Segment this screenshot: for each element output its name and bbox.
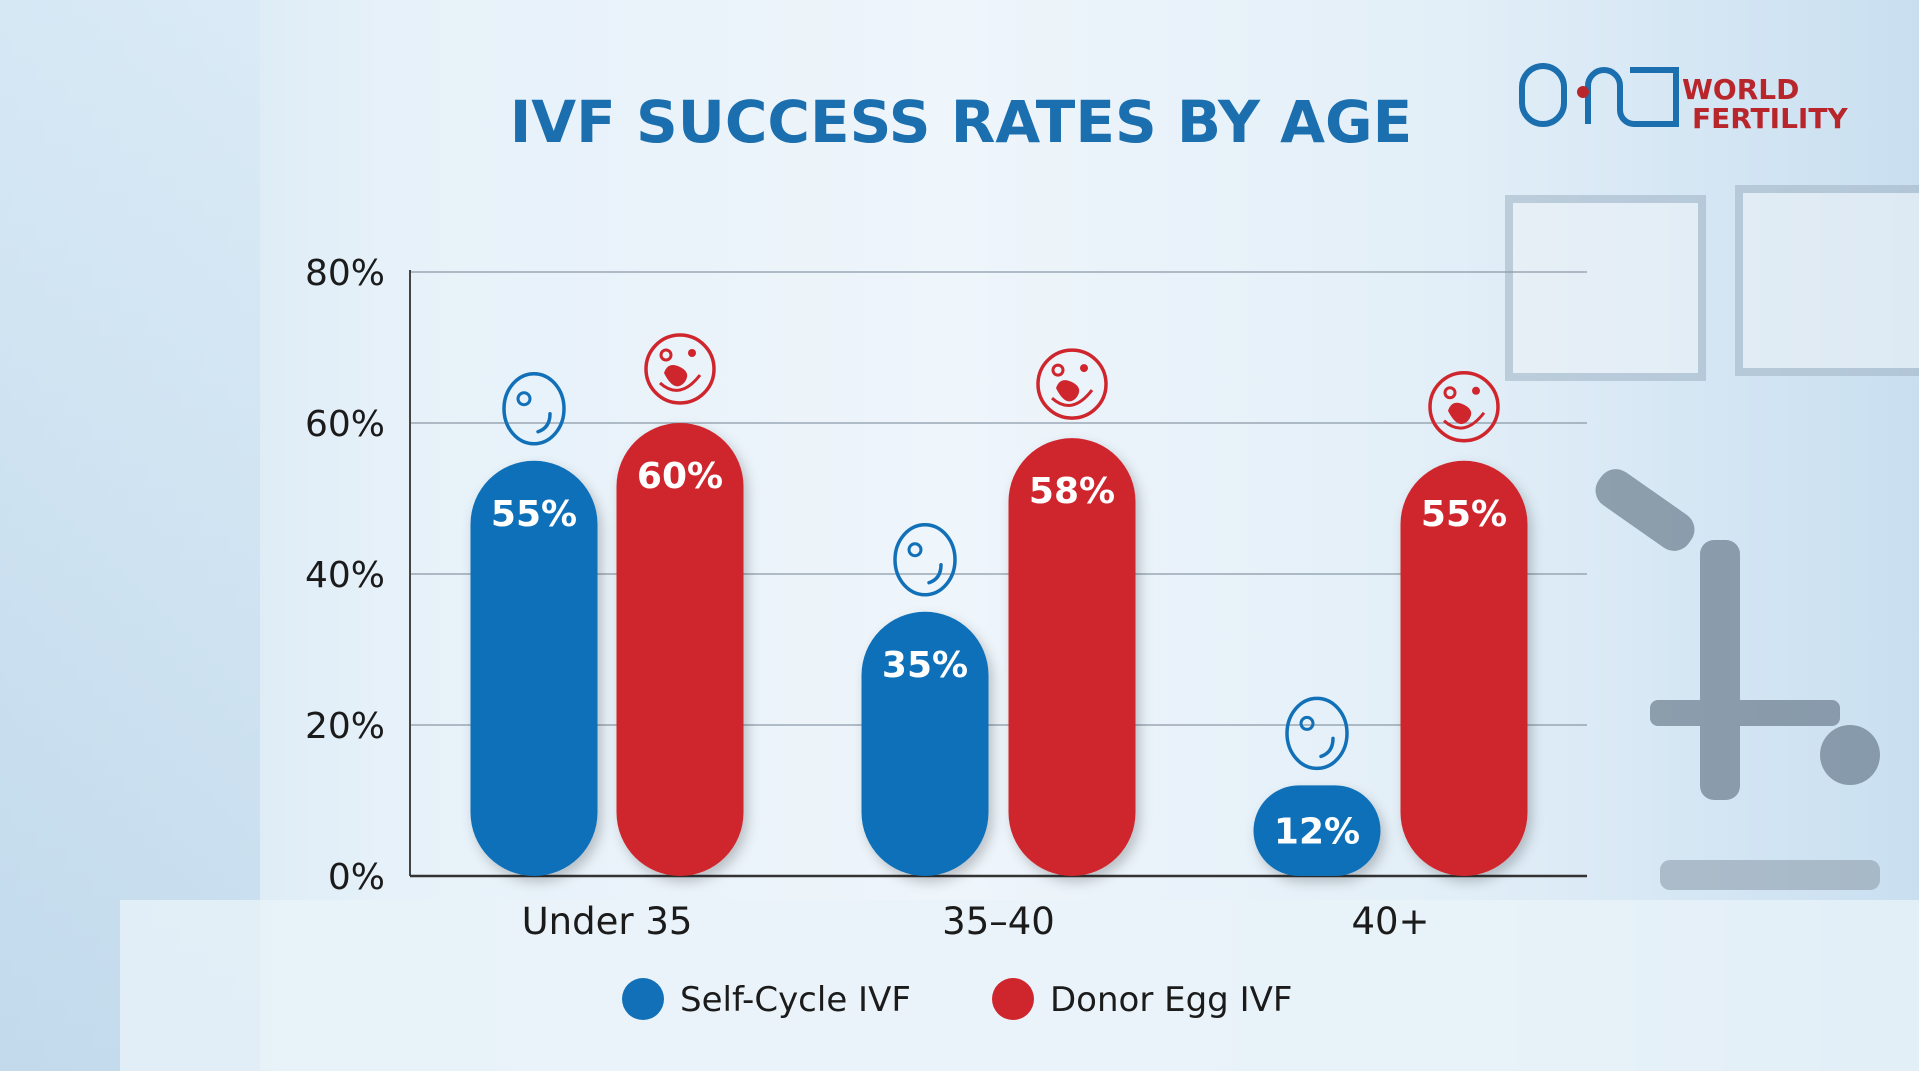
embryo-icon-body (1056, 380, 1080, 402)
embryo-icon-dot (1051, 363, 1065, 377)
bar-group: 55% (1400, 371, 1528, 876)
embryo-icon-dot (659, 348, 673, 362)
logo-text-fertility: FERTILITY (1692, 102, 1848, 135)
egg-icon (893, 523, 957, 597)
embryo-icon-outline (1036, 348, 1108, 420)
bar-donor-egg (1400, 460, 1528, 876)
y-tick-label: 60% (305, 404, 385, 445)
legend: Self-Cycle IVF Donor Egg IVF (622, 978, 1292, 1020)
embryo-icon-body (664, 365, 688, 387)
y-tick-label: 80% (305, 253, 385, 294)
x-tick-label: 35–40 (942, 900, 1055, 943)
logo: WORLD FERTILITY (1519, 63, 1848, 135)
legend-label: Donor Egg IVF (1050, 980, 1292, 1020)
y-tick-label: 40% (305, 555, 385, 596)
embryo-icon (1036, 348, 1108, 420)
egg-icon-outline (502, 372, 566, 446)
embryo-icon (644, 333, 716, 405)
bar-group: 35% (861, 523, 989, 876)
egg-icon-curve (927, 563, 943, 585)
y-tick-label: 0% (328, 857, 385, 898)
x-tick-label: 40+ (1351, 900, 1429, 943)
bars: 55% 35% 12% 60% 58% 55% (470, 333, 1528, 876)
embryo-icon-curve (1442, 411, 1486, 430)
chart-title: IVF SUCCESS RATES BY AGE (510, 88, 1413, 156)
embryo-icon-sperm (1472, 386, 1480, 395)
embryo-icon-curve (1050, 389, 1094, 407)
egg-icon-curve (1319, 736, 1335, 759)
bar-group: 12% (1253, 696, 1381, 876)
egg-icon (502, 372, 566, 446)
legend-item: Donor Egg IVF (992, 978, 1292, 1020)
embryo-icon-outline (1428, 371, 1500, 443)
embryo-icon-sperm (1080, 364, 1088, 373)
egg-icon-nucleus (907, 542, 923, 558)
data-label: 60% (637, 456, 723, 497)
data-label: 55% (1421, 494, 1507, 535)
background-certificate (1505, 195, 1706, 381)
embryo-icon-body (1448, 402, 1472, 425)
legend-swatch (622, 978, 664, 1020)
legend-item: Self-Cycle IVF (622, 978, 911, 1020)
bar-donor-egg (616, 423, 744, 876)
embryo-icon (1428, 371, 1500, 443)
embryo-icon-sperm (688, 349, 696, 357)
egg-icon-outline (1285, 696, 1349, 771)
y-axis-ticks: 0% 20% 40% 60% 80% (305, 253, 385, 898)
egg-icon-nucleus (516, 391, 532, 407)
legend-swatch (992, 978, 1034, 1020)
embryo-icon-dot (1443, 386, 1457, 400)
bar-self-cycle (861, 611, 989, 876)
background-window (0, 0, 260, 1071)
egg-icon (1285, 696, 1349, 771)
bar-donor-egg (1008, 438, 1136, 876)
gridlines (410, 271, 1587, 726)
bar-self-cycle (1253, 785, 1381, 876)
bar-group: 60% (616, 333, 744, 876)
data-label: 55% (491, 494, 577, 535)
x-axis-labels: Under 35 35–40 40+ (522, 900, 1430, 943)
data-label: 35% (882, 645, 968, 686)
bar-self-cycle (470, 460, 598, 876)
data-label: 12% (1274, 812, 1360, 853)
egg-icon-curve (536, 412, 552, 434)
legend-label: Self-Cycle IVF (680, 980, 911, 1020)
data-label: 58% (1029, 471, 1115, 512)
background-certificate (1735, 185, 1919, 376)
logo-text-world: WORLD (1682, 73, 1799, 106)
x-tick-label: Under 35 (522, 900, 693, 943)
egg-icon-nucleus (1299, 715, 1315, 731)
background-microscope (1595, 469, 1880, 890)
embryo-icon-outline (644, 333, 716, 405)
egg-icon-outline (893, 523, 957, 597)
bar-group: 58% (1008, 348, 1136, 876)
bar-group: 55% (470, 372, 598, 876)
embryo-icon-curve (658, 374, 702, 392)
y-tick-label: 20% (305, 706, 385, 747)
